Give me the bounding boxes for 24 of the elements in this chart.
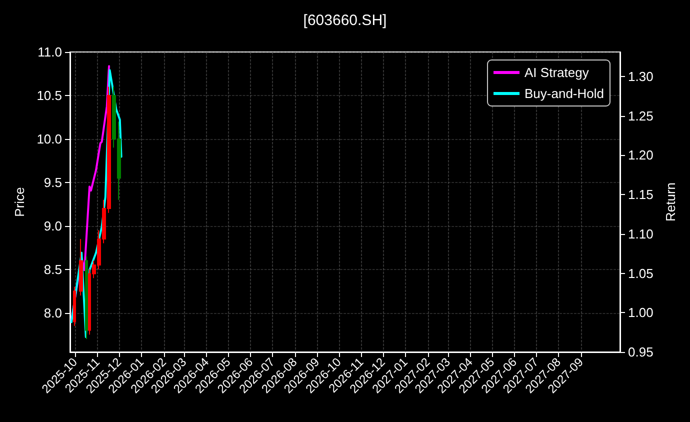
legend-label: AI Strategy (524, 65, 590, 80)
y-tick-label: 9.5 (44, 174, 62, 190)
y2-tick-label: 1.15 (628, 187, 654, 202)
candlestick (85, 256, 88, 340)
y2-tick-label: 1.30 (628, 68, 654, 84)
y-axis-title: Price (12, 187, 27, 217)
chart-title: [603660.SH] (303, 12, 387, 29)
y2-axis-title: Return (663, 182, 678, 222)
candlestick (79, 238, 83, 296)
candlestick (73, 286, 76, 326)
y2-tick-label: 0.95 (628, 344, 654, 360)
y-tick-label: 9.0 (44, 218, 62, 234)
y2-tick-label: 1.20 (628, 148, 654, 163)
legend-label: Buy-and-Hold (524, 86, 604, 101)
y-tick-label: 8.0 (44, 305, 62, 320)
y2-tick-label: 1.05 (628, 266, 654, 281)
y-tick-label: 8.5 (44, 262, 62, 277)
y-tick-label: 11.0 (38, 44, 62, 60)
line-series (70, 65, 110, 322)
y-tick-label: 10.0 (36, 131, 62, 146)
y2-tick-label: 1.00 (628, 305, 654, 320)
y2-tick-label: 1.25 (628, 108, 654, 124)
y-tick-label: 10.5 (36, 88, 62, 103)
y2-tick-label: 1.10 (628, 226, 654, 242)
